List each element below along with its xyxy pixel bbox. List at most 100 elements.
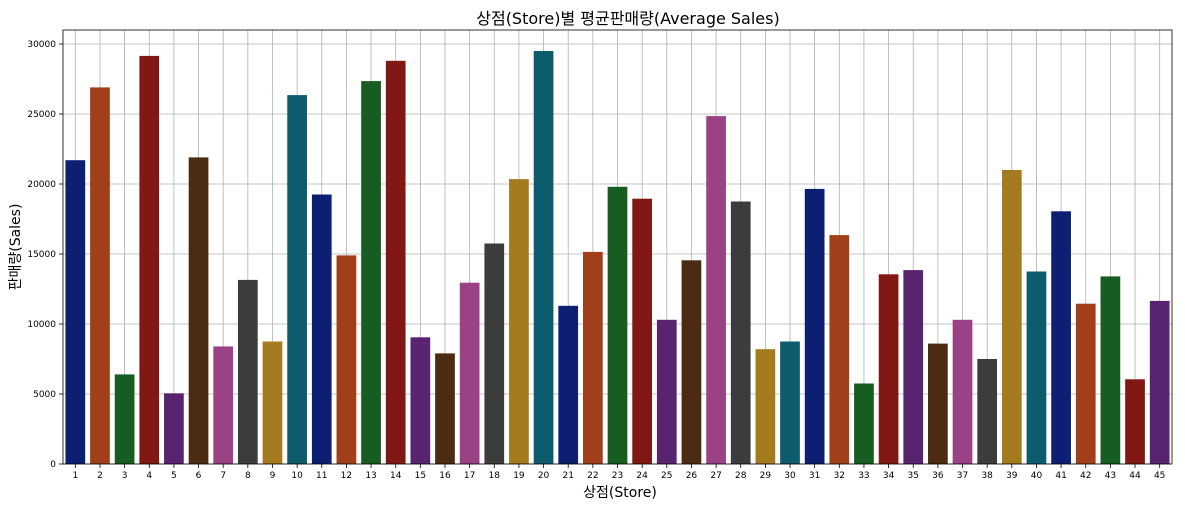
bar-store-4 [139,55,160,465]
bar-store-8 [237,279,258,464]
x-tick-label: 2 [97,471,103,481]
x-tick-label: 27 [710,471,721,481]
x-tick-label: 6 [196,471,202,481]
x-tick-label: 18 [489,471,501,481]
x-tick-label: 1 [72,471,78,481]
y-tick-label: 25000 [27,110,56,120]
x-tick-label: 42 [1080,471,1091,481]
bar-store-37 [952,319,973,464]
bar-store-6 [188,157,209,464]
x-tick-label: 45 [1154,471,1165,481]
bar-store-13 [361,81,381,464]
x-axis-ticks: 1 2 3 4 5 6 7 8 9 10 11 12 13 14 15 16 17 18 19 20 21 22 23 24 2… [72,464,1165,481]
y-tick-label: 10000 [27,320,56,330]
x-tick-label: 29 [760,471,772,481]
x-tick-label: 13 [365,471,376,481]
x-tick-label: 37 [957,471,968,481]
bar-store-16 [435,353,455,464]
bar-store-27 [706,116,726,464]
bar-store-14 [385,60,406,465]
bar-store-18 [484,243,505,464]
x-tick-label: 30 [784,471,796,481]
x-tick-label: 17 [464,471,475,481]
bars [65,51,1170,465]
x-tick-label: 12 [341,471,352,481]
bar-store-39 [1001,170,1022,464]
x-tick-label: 32 [834,471,845,481]
bar-store-38 [977,359,998,464]
x-tick-label: 4 [146,471,152,481]
x-tick-label: 8 [245,471,251,481]
x-tick-label: 16 [439,471,451,481]
x-tick-label: 41 [1055,471,1066,481]
x-tick-label: 5 [171,471,177,481]
bar-store-9 [262,341,283,464]
bar-store-3 [114,374,135,464]
y-tick-label: 0 [50,460,56,470]
bar-store-35 [903,270,924,464]
x-tick-label: 11 [316,471,327,481]
bar-store-22 [582,251,603,464]
x-tick-label: 24 [636,471,648,481]
bar-store-12 [336,255,357,464]
x-tick-label: 14 [390,471,402,481]
y-tick-label: 30000 [27,40,56,50]
x-tick-label: 7 [220,471,226,481]
bar-store-23 [607,186,628,465]
bar-store-32 [829,235,850,464]
bar-store-44 [1125,379,1145,464]
bar-store-31 [804,188,825,464]
x-tick-label: 10 [291,471,303,481]
x-tick-label: 28 [735,471,747,481]
x-tick-label: 23 [612,471,623,481]
bar-store-36 [928,343,948,464]
x-tick-label: 31 [809,471,820,481]
x-tick-label: 44 [1129,471,1141,481]
bar-store-17 [459,282,480,464]
bar-store-2 [90,87,110,465]
bar-store-33 [854,383,874,464]
bar-store-7 [213,346,234,464]
y-tick-label: 5000 [33,390,56,400]
bar-store-34 [878,274,899,464]
bar-store-21 [558,305,579,464]
bar-store-26 [681,260,702,464]
bar-store-5 [164,393,184,464]
chart-title: 상점(Store)별 평균판매량(Average Sales) [476,9,779,28]
x-tick-label: 3 [122,471,128,481]
plot-frame [62,29,1173,465]
x-tick-label: 39 [1006,471,1018,481]
bar-store-41 [1051,211,1071,464]
bar-store-25 [656,319,677,464]
bar-store-20 [533,51,554,464]
x-tick-label: 40 [1031,471,1043,481]
bar-store-11 [311,194,332,464]
x-tick-label: 20 [538,471,550,481]
x-tick-label: 34 [883,471,895,481]
x-tick-label: 9 [270,471,276,481]
bar-store-43 [1100,276,1121,464]
x-tick-label: 15 [415,471,426,481]
bar-store-15 [410,337,431,464]
bar-store-24 [632,198,653,464]
bar-store-30 [780,341,800,464]
x-tick-label: 19 [513,471,525,481]
bar-store-19 [509,179,529,464]
x-tick-label: 43 [1105,471,1116,481]
x-axis-label: 상점(Store) [583,485,657,501]
x-tick-label: 21 [562,471,573,481]
x-tick-label: 25 [661,471,672,481]
bar-store-29 [755,349,776,464]
bar-store-40 [1026,271,1047,464]
bar-store-42 [1075,303,1096,464]
y-tick-label: 20000 [27,180,56,190]
x-tick-label: 33 [858,471,869,481]
x-tick-label: 38 [981,471,993,481]
bar-store-10 [287,95,307,464]
x-tick-label: 26 [686,471,698,481]
bar-store-1 [65,160,86,464]
x-tick-label: 35 [908,471,919,481]
y-axis-ticks: 0 5000 10000 15000 20000 25000 30000 [27,40,63,470]
